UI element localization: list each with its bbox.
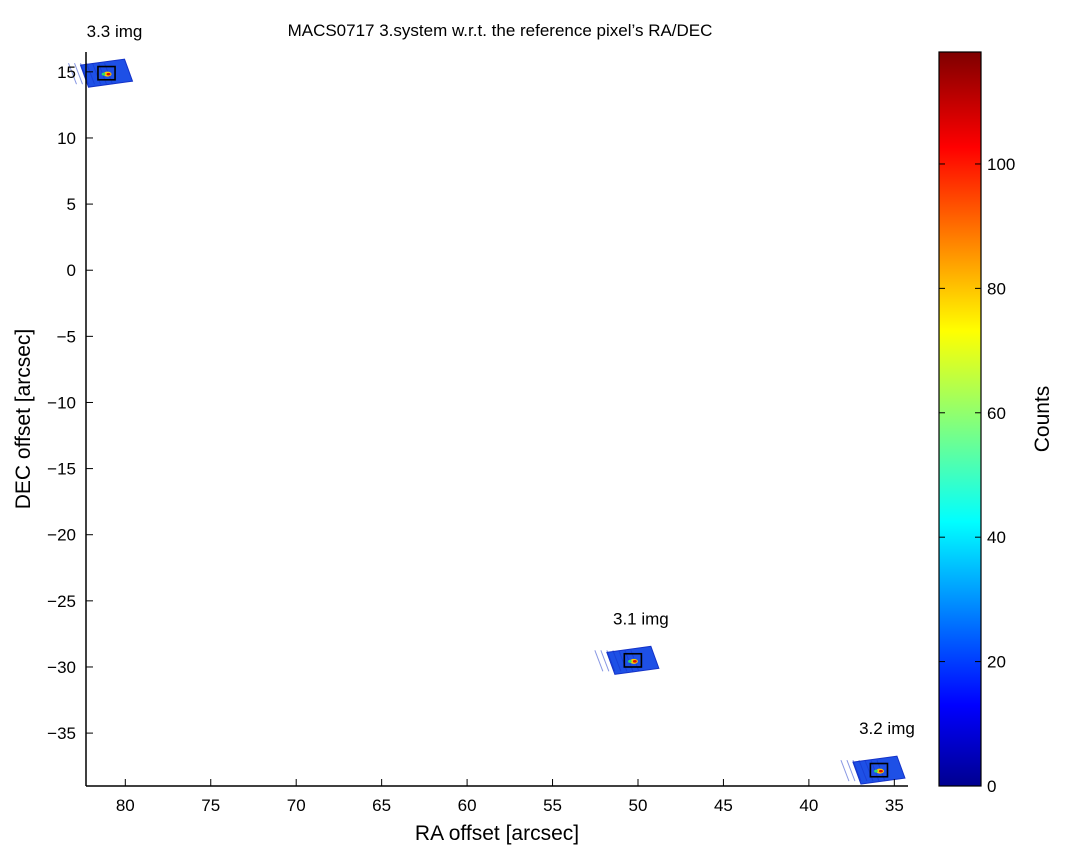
colorbar-title: Counts: [1031, 386, 1054, 453]
colorbar-gradient: [938, 51, 982, 787]
x-tick-label: 35: [885, 796, 904, 815]
stamp-texture: [80, 62, 89, 85]
stamp-texture: [840, 759, 850, 782]
stamp-texture: [864, 759, 874, 782]
x-tick-label: 70: [287, 796, 306, 815]
stamp-texture: [594, 650, 604, 672]
x-tick-label: 75: [201, 796, 220, 815]
stamp-texture: [600, 650, 610, 672]
source-halo: [101, 72, 106, 76]
selection-box: [869, 762, 889, 778]
image-stamps: 3.1 img 3.2 img 3.3 img: [68, 22, 915, 785]
stamp-texture: [618, 650, 628, 672]
stamp-texture: [612, 650, 622, 672]
x-tick-label: 80: [116, 796, 135, 815]
source-core: [878, 769, 883, 773]
chart-title: MACS0717 3.system w.r.t. the reference p…: [288, 21, 713, 40]
stamp-texture: [92, 62, 101, 85]
stamp-texture: [846, 759, 856, 782]
x-tick-label: 40: [799, 796, 818, 815]
y-tick-label: 10: [57, 129, 76, 148]
image-stamp: 3.3 img: [68, 22, 143, 88]
x-tick-label: 50: [629, 796, 648, 815]
y-tick-label: 0: [67, 261, 76, 280]
y-tick-label: −20: [47, 526, 76, 545]
y-tick-label: −5: [57, 327, 76, 346]
x-axis-title: RA offset [arcsec]: [415, 822, 579, 845]
image-label: 3.1 img: [613, 609, 669, 628]
colorbar: 0 20 40 60 80 100 Counts: [938, 51, 1054, 796]
colorbar-tick-label: 60: [987, 404, 1006, 423]
stamp-texture: [858, 759, 868, 782]
stamp-texture: [852, 759, 862, 782]
x-tick-label: 45: [714, 796, 733, 815]
colorbar-tick-label: 40: [987, 528, 1006, 547]
colorbar-tick-label: 0: [987, 777, 996, 796]
y-tick-label: −15: [47, 460, 76, 479]
selection-box: [97, 65, 116, 81]
source-core: [632, 660, 637, 663]
x-tick-label: 55: [543, 796, 562, 815]
stamp-texture: [606, 650, 616, 672]
image-stamp: 3.1 img: [594, 609, 669, 675]
source-core: [106, 72, 111, 76]
source-halo: [628, 659, 632, 663]
stamp-texture: [68, 62, 77, 85]
x-ticks: 80 75 70 65 60 55 50 45 40 35: [116, 779, 904, 815]
y-tick-label: −35: [47, 724, 76, 743]
y-tick-label: −10: [47, 393, 76, 412]
x-tick-label: 65: [372, 796, 391, 815]
y-ticks: 15 10 5 0 −5 −10 −15 −20 −25 −30 −35: [47, 63, 93, 743]
y-tick-label: 15: [57, 63, 76, 82]
stamp-texture: [74, 62, 83, 85]
x-tick-label: 60: [458, 796, 477, 815]
colorbar-tick-label: 80: [987, 279, 1006, 298]
image-stamp: 3.2 img: [840, 719, 915, 785]
image-label: 3.3 img: [87, 22, 143, 41]
colorbar-ticks: 0 20 40 60 80 100: [939, 155, 1015, 796]
y-axis-title: DEC offset [arcsec]: [12, 329, 35, 510]
colorbar-tick-label: 100: [987, 155, 1015, 174]
image-label: 3.2 img: [859, 719, 915, 738]
y-tick-label: −25: [47, 592, 76, 611]
y-tick-label: 5: [67, 195, 76, 214]
stamp-texture: [86, 62, 95, 85]
source-halo: [874, 769, 878, 773]
selection-box: [623, 652, 643, 668]
colorbar-tick-label: 20: [987, 653, 1006, 672]
y-tick-label: −30: [47, 658, 76, 677]
